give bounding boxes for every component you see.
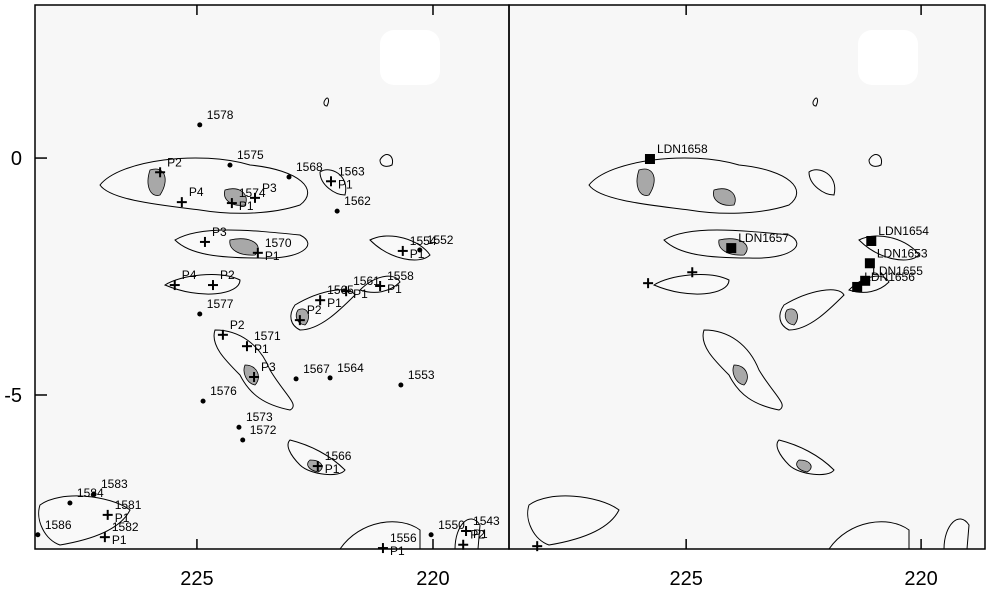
square-marker <box>866 235 877 246</box>
source-label: P2 <box>220 268 235 282</box>
x-tick-label: 220 <box>904 568 937 590</box>
source-label: 1576 <box>210 384 237 398</box>
source-label: P1 <box>115 511 130 525</box>
source-label: 1550 <box>438 518 465 532</box>
source-label: 1565 <box>327 283 354 297</box>
square-marker <box>860 275 871 286</box>
source-label: P2 <box>470 528 485 542</box>
dot-marker <box>197 311 203 317</box>
x-tick-label: 225 <box>669 568 702 590</box>
source-label: P3 <box>261 360 276 374</box>
source-label: P3 <box>262 181 277 195</box>
source-label: 1552 <box>427 233 454 247</box>
source-label: 1574 <box>239 186 266 200</box>
source-label: 1573 <box>246 410 273 424</box>
source-label: 1553 <box>408 368 435 382</box>
dot-marker <box>286 174 292 180</box>
source-label: 1554 <box>410 234 437 248</box>
source-label: 1581 <box>115 498 142 512</box>
source-label: LDN1657 <box>738 231 789 245</box>
dot-marker <box>91 491 97 497</box>
dot-marker <box>428 532 434 538</box>
dot-marker <box>200 398 206 404</box>
source-label: 1567 <box>303 362 330 376</box>
dot-marker <box>227 162 233 168</box>
source-label: 1543 <box>473 514 500 528</box>
square-marker <box>644 154 655 165</box>
source-label: LDN1656 <box>864 270 915 284</box>
source-label: P4 <box>189 185 204 199</box>
source-label: P1 <box>387 282 402 296</box>
source-label: LDN1654 <box>878 224 929 238</box>
dot-marker <box>293 376 299 382</box>
x-tick-label: 225 <box>180 568 213 590</box>
source-label: 1572 <box>250 423 277 437</box>
source-label: 1578 <box>207 108 234 122</box>
source-label: P1 <box>410 247 425 261</box>
source-label: LDN1653 <box>877 246 928 260</box>
source-label: P1 <box>473 527 488 541</box>
source-label: 1582 <box>112 520 139 534</box>
source-label: P2 <box>167 155 182 169</box>
beam-patch <box>380 30 440 85</box>
dot-marker <box>398 382 404 388</box>
source-label: P2 <box>230 318 245 332</box>
dot-marker <box>334 208 340 214</box>
source-label: 1568 <box>296 160 323 174</box>
source-label: P1 <box>112 533 127 547</box>
source-label: 1562 <box>344 194 371 208</box>
source-label: P1 <box>327 296 342 310</box>
source-label: 1566 <box>325 449 352 463</box>
panel-frame <box>508 4 986 550</box>
source-label: 1586 <box>45 518 72 532</box>
square-marker <box>852 281 863 292</box>
source-label: 1556 <box>390 531 417 545</box>
source-label: P1 <box>390 544 405 558</box>
source-label: P1 <box>239 199 254 213</box>
source-label: 1570 <box>265 236 292 250</box>
source-label: 1577 <box>207 297 234 311</box>
y-tick-label: -5 <box>4 385 22 407</box>
dot-marker <box>240 437 246 443</box>
source-label: P1 <box>254 342 269 356</box>
source-label: P1 <box>265 249 280 263</box>
source-label: 1584 <box>77 486 104 500</box>
dot-marker <box>67 500 73 506</box>
source-label: 1563 <box>338 164 365 178</box>
source-label: LDN1658 <box>657 142 708 156</box>
source-label: LDN1655 <box>872 264 923 278</box>
source-label: P3 <box>212 225 227 239</box>
dot-marker <box>327 375 333 381</box>
source-label: P1 <box>338 177 353 191</box>
source-label: 1564 <box>337 361 364 375</box>
source-label: P2 <box>307 303 322 317</box>
source-label: P4 <box>182 268 197 282</box>
square-marker <box>726 243 737 254</box>
dot-marker <box>417 247 423 253</box>
source-label: 1583 <box>101 477 128 491</box>
dot-marker <box>197 122 203 128</box>
dot-marker <box>236 424 242 430</box>
source-label: 1575 <box>237 148 264 162</box>
source-label: P1 <box>325 462 340 476</box>
square-marker <box>864 258 875 269</box>
beam-patch <box>858 30 918 85</box>
source-label: 1571 <box>254 329 281 343</box>
dot-marker <box>35 532 41 538</box>
source-label: P1 <box>353 287 368 301</box>
source-label: 1561 <box>353 274 380 288</box>
panel-background <box>509 5 985 549</box>
panel-background <box>35 5 509 549</box>
source-label: 1558 <box>387 269 414 283</box>
x-tick-label: 220 <box>416 568 449 590</box>
y-tick-label: 0 <box>11 148 22 170</box>
